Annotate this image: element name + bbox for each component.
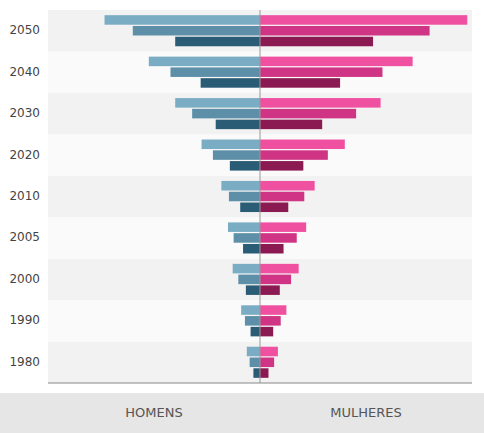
bands [48, 10, 472, 383]
y-tick-label: 2010 [9, 189, 40, 203]
bar [260, 275, 291, 285]
x-axis-line [48, 383, 472, 384]
bar [216, 120, 260, 130]
bar [253, 368, 260, 378]
bar [260, 181, 315, 191]
bar [229, 192, 260, 202]
footer-label: HOMENS [125, 405, 182, 420]
bar [260, 15, 467, 25]
y-tick-label: 2005 [9, 230, 40, 244]
bar [201, 78, 260, 88]
bar [260, 285, 280, 295]
bar [260, 316, 281, 326]
bar [243, 244, 260, 254]
bar [233, 264, 260, 274]
bar [260, 305, 286, 315]
bar [192, 109, 260, 119]
bar [260, 222, 306, 232]
bar [260, 368, 268, 378]
bar [260, 120, 322, 130]
y-tick-label: 2050 [9, 23, 40, 37]
bar [260, 140, 345, 150]
bar [238, 275, 260, 285]
bar [260, 161, 303, 171]
bar [260, 233, 297, 243]
bar [260, 203, 288, 213]
y-tick-label: 2030 [9, 106, 40, 120]
bar [175, 37, 260, 47]
bar [260, 150, 328, 160]
bar [260, 358, 274, 368]
bar [260, 37, 373, 47]
y-tick-label: 2020 [9, 148, 40, 162]
bar [202, 140, 260, 150]
bar [170, 67, 260, 77]
bar [260, 327, 273, 337]
y-tick-label: 2000 [9, 272, 40, 286]
bar [260, 78, 340, 88]
bar [221, 181, 260, 191]
bar [260, 192, 304, 202]
bar [230, 161, 260, 171]
bar [234, 233, 260, 243]
zero-line [260, 10, 261, 383]
bar [251, 327, 260, 337]
bar [175, 98, 260, 108]
bar [213, 150, 260, 160]
bar [105, 15, 260, 25]
bar [260, 347, 278, 357]
bar [228, 222, 260, 232]
bar [247, 347, 260, 357]
bar [260, 244, 284, 254]
bar [250, 358, 260, 368]
bar [260, 98, 381, 108]
bar [133, 26, 260, 36]
bars [105, 15, 468, 378]
bar [149, 57, 260, 67]
bar [260, 26, 430, 36]
footer-label: MULHERES [330, 405, 401, 420]
chart: 1980 1990 2000 2005 2010 2020 2030 2040 2050 HOME… [0, 0, 484, 433]
y-tick-label: 1980 [9, 355, 40, 369]
bar [240, 203, 260, 213]
footer [0, 393, 484, 433]
bar [260, 264, 299, 274]
bar [245, 316, 260, 326]
bar [241, 305, 260, 315]
y-tick-label: 2040 [9, 65, 40, 79]
y-tick-label: 1990 [9, 313, 40, 327]
bar [260, 109, 356, 119]
bar [260, 57, 413, 67]
bar [260, 67, 382, 77]
bar [246, 285, 260, 295]
